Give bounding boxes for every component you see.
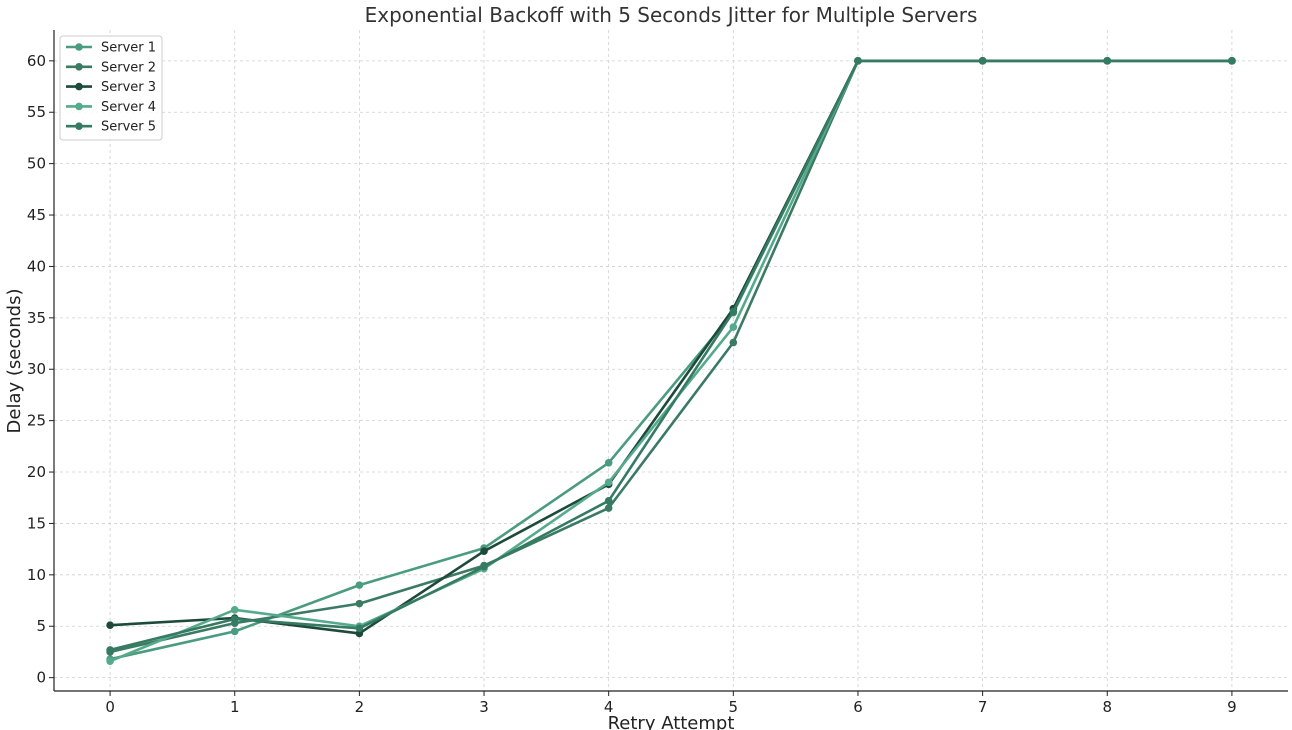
- data-point: [729, 323, 738, 331]
- data-point: [729, 338, 738, 347]
- y-tick-label: 20: [27, 463, 46, 481]
- y-tick-label: 45: [27, 206, 46, 224]
- legend-swatch-marker: [75, 63, 83, 71]
- x-tick-label: 6: [853, 698, 863, 716]
- x-ticks: 0 1 2 3 4 5 6 7 8 9: [105, 691, 1237, 716]
- chart-title: Exponential Backoff with 5 Seconds Jitte…: [365, 3, 978, 27]
- y-tick-label: 35: [27, 309, 46, 327]
- data-point: [106, 657, 114, 665]
- legend-item: Server 1: [66, 41, 156, 56]
- series-line: [109, 59, 1232, 661]
- legend-swatch-marker: [75, 43, 83, 51]
- legend-frame: [59, 35, 163, 141]
- data-point: [355, 624, 364, 633]
- y-tick-label: 5: [36, 617, 46, 635]
- y-tick-label: 30: [27, 360, 46, 378]
- legend-item: Server 2: [66, 60, 156, 75]
- y-ticks: 0 5 10 15 20 25 30 35 40 45 50 55 60: [27, 52, 54, 687]
- series-line: [109, 59, 1232, 663]
- legend-swatch-marker: [75, 102, 83, 111]
- series-4: [106, 57, 1236, 665]
- data-point: [230, 627, 239, 636]
- data-point: [480, 562, 488, 571]
- data-point: [230, 605, 239, 614]
- data-point: [1103, 57, 1112, 65]
- y-tick-label: 15: [27, 514, 46, 532]
- data-point: [978, 57, 987, 65]
- data-point: [729, 307, 738, 316]
- data-point: [604, 478, 613, 487]
- y-tick-label: 55: [27, 103, 46, 121]
- grid: [54, 30, 1288, 691]
- series-3: [106, 57, 1236, 638]
- data-point: [230, 615, 239, 623]
- legend-items: Server 1 Server 2 Server 3 Server 4 Server 5: [66, 41, 156, 135]
- series: [106, 57, 1236, 665]
- x-tick-label: 0: [105, 698, 115, 716]
- axes: [53, 30, 1288, 692]
- legend-label: Server 5: [101, 120, 156, 135]
- series-line: [109, 59, 1232, 652]
- legend-item: Server 4: [66, 100, 156, 115]
- legend-item: Server 5: [66, 120, 156, 135]
- x-tick-label: 9: [1227, 698, 1237, 716]
- x-tick-label: 7: [978, 698, 988, 716]
- y-tick-label: 25: [27, 412, 46, 430]
- y-tick-label: 40: [27, 257, 46, 275]
- legend-item: Server 3: [66, 80, 156, 95]
- data-point: [355, 599, 364, 608]
- x-tick-label: 2: [355, 698, 365, 716]
- x-axis-title: Retry Attempt: [608, 713, 735, 730]
- data-point: [854, 57, 862, 65]
- legend-swatch-marker: [75, 82, 83, 91]
- legend-label: Server 3: [101, 80, 156, 95]
- series-line: [109, 59, 1232, 654]
- data-point: [604, 458, 613, 467]
- x-tick-label: 1: [230, 698, 240, 716]
- data-point: [480, 547, 488, 555]
- x-tick-label: 4: [604, 698, 614, 716]
- y-tick-label: 10: [27, 566, 46, 584]
- legend: Server 1 Server 2 Server 3 Server 4 Server 5: [59, 35, 163, 141]
- data-point: [1228, 57, 1236, 65]
- data-point: [106, 646, 114, 654]
- y-tick-label: 50: [27, 155, 46, 173]
- legend-label: Server 2: [101, 60, 156, 75]
- data-point: [355, 581, 364, 589]
- legend-label: Server 4: [101, 100, 156, 115]
- y-axis-title: Delay (seconds): [4, 289, 25, 434]
- y-tick-label: 0: [36, 669, 46, 687]
- x-tick-label: 3: [479, 698, 489, 716]
- legend-swatch-marker: [75, 122, 83, 130]
- series-2: [106, 57, 1236, 656]
- legend-label: Server 1: [101, 41, 156, 56]
- x-tick-label: 5: [729, 698, 739, 716]
- data-point: [604, 504, 613, 512]
- data-point: [604, 497, 613, 505]
- series-1: [106, 57, 1236, 663]
- x-tick-label: 8: [1102, 698, 1112, 716]
- series-line: [110, 59, 1232, 635]
- data-point: [106, 621, 114, 630]
- series-5: [106, 57, 1236, 654]
- y-tick-label: 60: [27, 52, 46, 70]
